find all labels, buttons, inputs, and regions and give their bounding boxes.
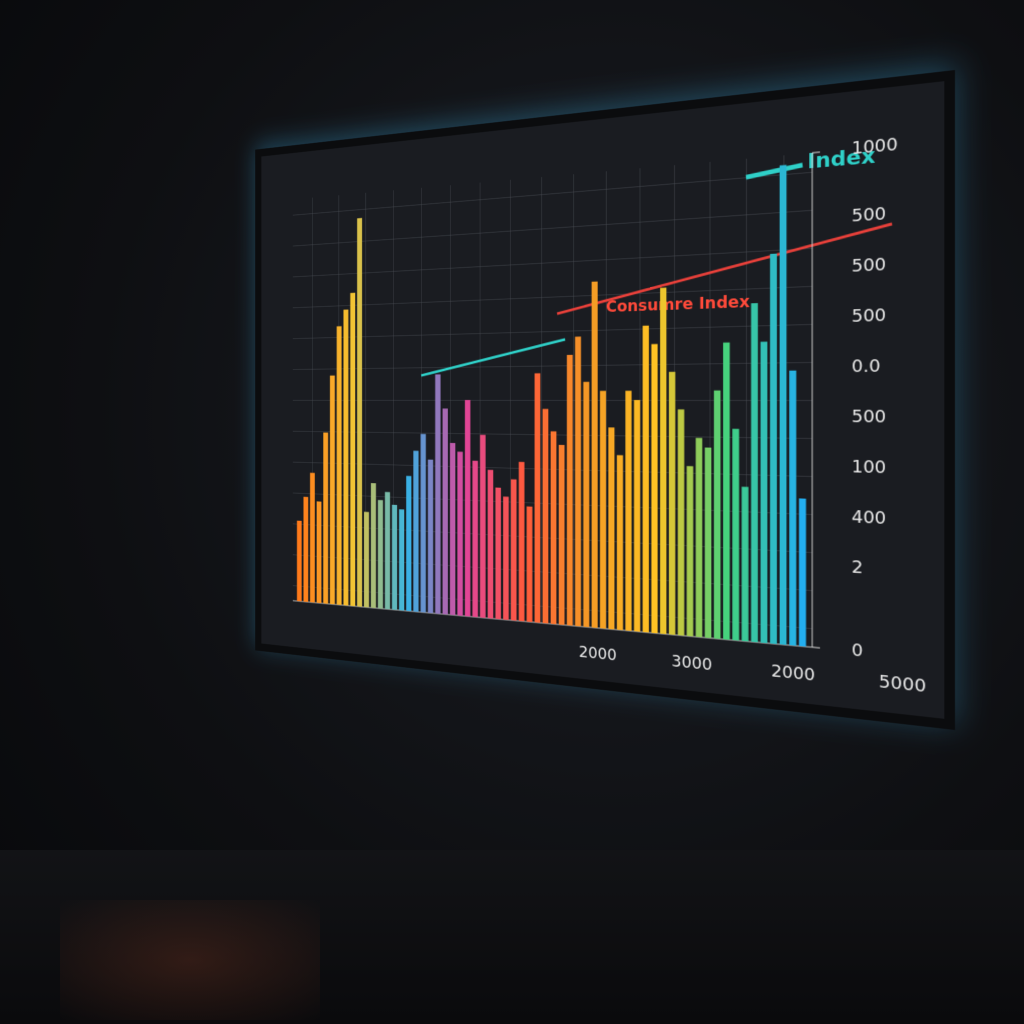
bar [329,375,335,605]
bar [457,451,463,616]
bar [713,390,721,639]
bar [391,504,398,610]
axis-text: 500 [852,407,887,427]
y-tick-label: 0 [852,641,863,662]
bar [384,491,390,610]
axis-text: 0.0 [852,357,881,378]
bar [558,444,565,626]
bar [566,354,573,626]
bar [575,336,581,627]
bar [350,292,356,607]
bar [480,434,486,618]
bar [323,432,329,604]
bar [695,437,703,638]
bar [660,287,667,635]
bar [608,427,615,630]
x-text: 5000 [879,672,926,697]
bar [518,461,525,622]
bar [303,496,309,603]
axis-text: 500 [852,204,887,227]
axis-text: 500 [852,255,887,277]
bar [686,466,694,637]
bar [789,370,797,646]
bar [599,390,607,629]
bar [420,433,426,613]
bar [336,326,342,606]
screen-stage: Consumre Index Index 0 1000 500 500 500 0.0 50… [95,70,955,730]
bar [798,498,807,647]
axis-text: 100 [852,457,887,478]
axis-text: 500 [852,306,887,327]
y-tick [812,647,820,648]
bar [449,442,456,616]
bar [616,455,624,631]
bar [472,460,478,618]
bar [704,447,712,639]
bar [770,253,777,645]
bar [406,475,412,612]
bar [751,303,758,643]
x-text: 2000 [579,643,617,665]
bar [357,217,363,607]
axis-text: 2 [852,558,863,579]
bar [779,164,787,645]
bar [723,342,730,640]
bar [427,459,434,614]
bar [442,408,448,615]
bar [495,487,501,620]
axis-text: 400 [852,508,887,530]
bar [633,400,641,632]
bar [296,520,302,602]
series-label: Index [807,143,875,174]
screen: Consumre Index Index 0 1000 500 500 500 0.0 50… [255,70,955,730]
bar [591,281,598,628]
bar [503,496,509,620]
bar [583,381,590,628]
bar [741,486,749,642]
y-tick-label: 1000 [852,135,898,159]
bar [413,450,419,612]
bar [526,506,533,623]
grid [292,152,813,648]
bar [625,390,632,632]
bar [510,479,517,621]
bar [435,374,441,614]
bar [399,509,405,611]
bar [370,483,376,609]
bar [677,409,685,636]
bar [343,309,349,606]
bar [377,499,383,609]
bar [668,371,676,635]
bar [550,431,557,625]
bar [651,343,658,634]
bar [760,341,768,644]
bar [732,428,740,641]
chart: Consumre Index Index 0 1000 500 500 500 0.0 50… [261,135,926,697]
bar [310,472,315,603]
floor-glow [60,900,320,1020]
bar [464,400,471,617]
bar [534,373,541,623]
bar [487,469,494,619]
bar [364,511,369,608]
bar [642,325,649,633]
x-text: 2000 [771,662,815,686]
series-label: Consumre Index [606,293,750,317]
bar [316,501,322,604]
floor [0,850,1024,1024]
bar [542,408,549,624]
x-text: 3000 [672,652,713,675]
